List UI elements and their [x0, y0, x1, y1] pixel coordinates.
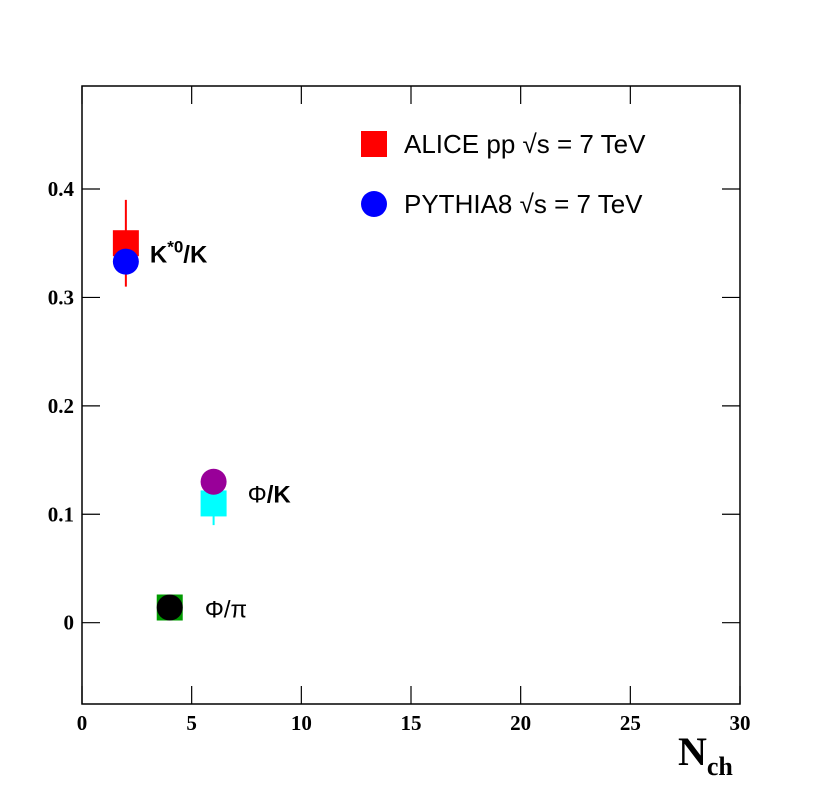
y-tick-label: 0.4 [48, 177, 75, 201]
annotation-part: *0 [167, 237, 183, 256]
x-axis-label: Nch [678, 729, 733, 781]
x-tick-label: 30 [730, 711, 751, 735]
annotation: K*0/K [150, 237, 208, 268]
legend-label: PYTHIA8 √s = 7 TeV [404, 189, 643, 219]
x-tick-label: 15 [401, 711, 422, 735]
annotation-part: Φ [248, 482, 267, 509]
y-tick-label: 0 [64, 611, 75, 635]
marker-square [200, 490, 227, 517]
marker-circle [200, 468, 227, 495]
marker-circle [156, 594, 183, 621]
legend-label: ALICE pp √s = 7 TeV [404, 129, 646, 159]
annotation-part: Φ/π [205, 597, 247, 624]
x-tick-label: 0 [77, 711, 88, 735]
legend-marker [361, 131, 387, 157]
x-tick-label: 20 [510, 711, 531, 735]
x-tick-label: 25 [620, 711, 641, 735]
x-tick-label: 10 [291, 711, 312, 735]
annotation-part: /K [267, 482, 292, 509]
y-tick-label: 0.2 [48, 394, 74, 418]
legend-marker [361, 191, 387, 217]
x-label-main: N [678, 729, 707, 774]
annotation: Φ/π [205, 597, 247, 624]
x-label-sub: ch [707, 752, 734, 781]
y-tick-label: 0.3 [48, 285, 74, 309]
annotation-part: /K [183, 241, 208, 268]
y-tick-label: 0.1 [48, 502, 74, 526]
x-tick-label: 5 [186, 711, 197, 735]
marker-circle [112, 248, 139, 275]
annotation: Φ/K [248, 482, 292, 509]
annotation-part: K [150, 241, 168, 268]
